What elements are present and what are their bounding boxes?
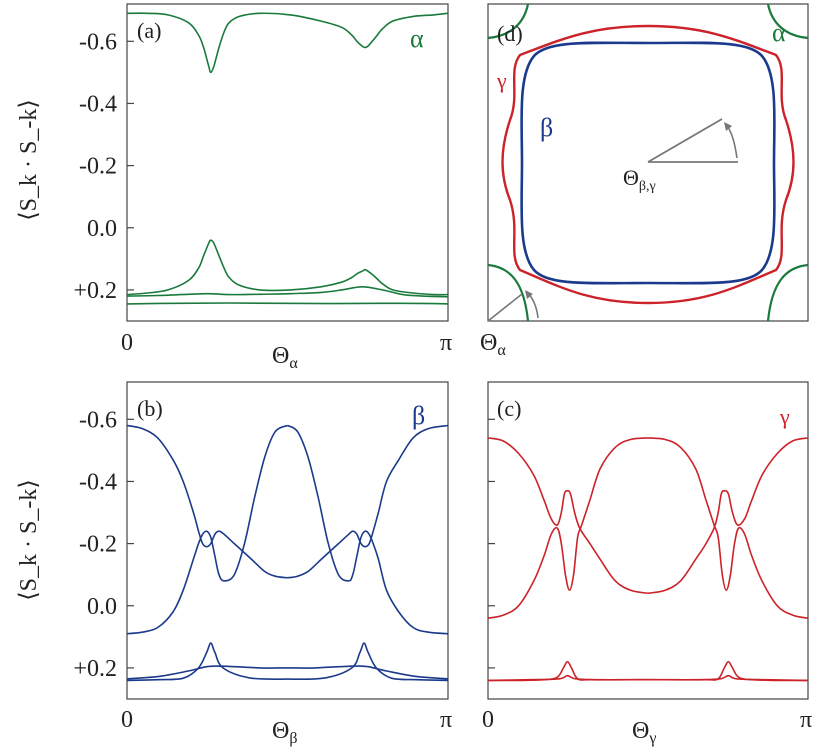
gamma-fermi-surface	[501, 24, 795, 305]
ytick-label: -0.4	[79, 469, 117, 495]
ytick-label: -0.2	[79, 154, 117, 180]
panel-b: -0.6 -0.4 -0.2 0.0 +0.2 (b) β 0 π Θβ ⟨S_k · …	[16, 381, 452, 747]
panel-b-series	[126, 424, 449, 682]
alpha-pocket-bottom-right	[766, 263, 809, 322]
alpha-pocket-top-right	[766, 3, 809, 40]
corner-theta-label: Θα	[480, 330, 506, 359]
panel-a-label: (a)	[137, 18, 161, 43]
gamma-band-label: γ	[779, 404, 790, 429]
panel-a-frame	[126, 3, 449, 322]
panel-c-xtick-pi: π	[800, 707, 812, 733]
panel-c-series-2	[647, 437, 809, 595]
panel-c: (c) γ 0 π Θγ	[482, 381, 812, 747]
panel-c-xtick-0: 0	[482, 707, 494, 733]
panel-d-gamma-label: γ	[496, 68, 507, 93]
panel-a-series-2	[126, 285, 449, 298]
panel-c-label: (c)	[497, 396, 521, 421]
panel-c-series-0	[487, 437, 649, 595]
panel-d-label: (d)	[497, 21, 523, 46]
panel-b-label: (b)	[137, 396, 163, 421]
panel-b-xlabel: Θβ	[272, 718, 297, 747]
ytick-label: 0.0	[87, 216, 117, 242]
corner-ray	[487, 293, 523, 322]
ytick-label: -0.4	[79, 91, 117, 117]
ytick-label: -0.2	[79, 532, 117, 558]
panel-c-series-3	[647, 437, 809, 619]
panel-b-series-0	[126, 424, 288, 579]
panel-a-series	[126, 12, 449, 305]
panel-c-xlabel: Θγ	[632, 718, 656, 747]
panel-d-frame	[487, 3, 809, 322]
ytick-label: +0.2	[73, 656, 117, 682]
angle-arrowhead-icon	[724, 122, 732, 131]
panel-a-xlabel: Θα	[272, 343, 298, 372]
corner-arrowhead-icon	[525, 290, 533, 299]
panel-c-series-5	[487, 674, 809, 682]
panel-d: (d) α γ β Θβ,γ Θα	[480, 3, 809, 359]
alpha-pocket-bottom-left	[487, 263, 530, 322]
angle-theta-label: Θβ,γ	[623, 165, 656, 194]
ytick-label: 0.0	[87, 594, 117, 620]
panel-b-xtick-0: 0	[121, 707, 133, 733]
ytick-label: -0.6	[79, 407, 117, 433]
panel-a-series-3	[126, 302, 449, 305]
panel-b-series-3	[286, 424, 449, 635]
panel-a-xtick-0: 0	[121, 330, 133, 356]
panel-a-xtick-pi: π	[440, 330, 452, 356]
alpha-band-label: α	[410, 24, 424, 53]
panel-c-series	[487, 437, 809, 682]
panel-b-yticks: -0.6 -0.4 -0.2 0.0 +0.2	[73, 407, 134, 682]
panel-b-series-4	[126, 642, 449, 682]
panel-c-series-1	[487, 437, 648, 619]
panel-a-series-1	[126, 239, 449, 296]
panel-b-series-2	[287, 424, 449, 579]
panel-a-ylabel: ⟨S_k · S_-k⟩	[16, 99, 42, 220]
panel-a-series-0	[126, 12, 449, 74]
panel-b-xtick-pi: π	[440, 707, 452, 733]
panel-a: -0.6 -0.4 -0.2 0.0 +0.2 (a) α 0 π Θα ⟨S_k · …	[16, 3, 452, 372]
ytick-label: -0.6	[79, 29, 117, 55]
alpha-pocket-top-left	[487, 3, 530, 40]
beta-band-label: β	[412, 401, 425, 430]
panel-b-series-1	[126, 424, 288, 635]
ytick-label: +0.2	[73, 278, 117, 304]
panel-b-frame	[126, 381, 449, 700]
panel-b-series-5	[126, 665, 449, 680]
svg-text:⟨S_k · S_-k⟩: ⟨S_k · S_-k⟩	[16, 99, 42, 220]
beta-fermi-surface	[520, 41, 776, 285]
svg-text:⟨S_k · S_-k⟩: ⟨S_k · S_-k⟩	[16, 479, 42, 600]
panel-c-frame	[487, 381, 809, 700]
panel-a-yticks: -0.6 -0.4 -0.2 0.0 +0.2	[73, 29, 134, 304]
panel-d-alpha-label: α	[772, 18, 786, 47]
panel-b-ylabel: ⟨S_k · S_-k⟩	[16, 479, 42, 600]
panel-c-series-4	[487, 660, 809, 682]
angle-arc-arrow-icon	[726, 124, 738, 159]
angle-ray	[647, 118, 723, 163]
panel-d-beta-label: β	[540, 113, 553, 142]
panel-c-yticks	[488, 418, 495, 669]
